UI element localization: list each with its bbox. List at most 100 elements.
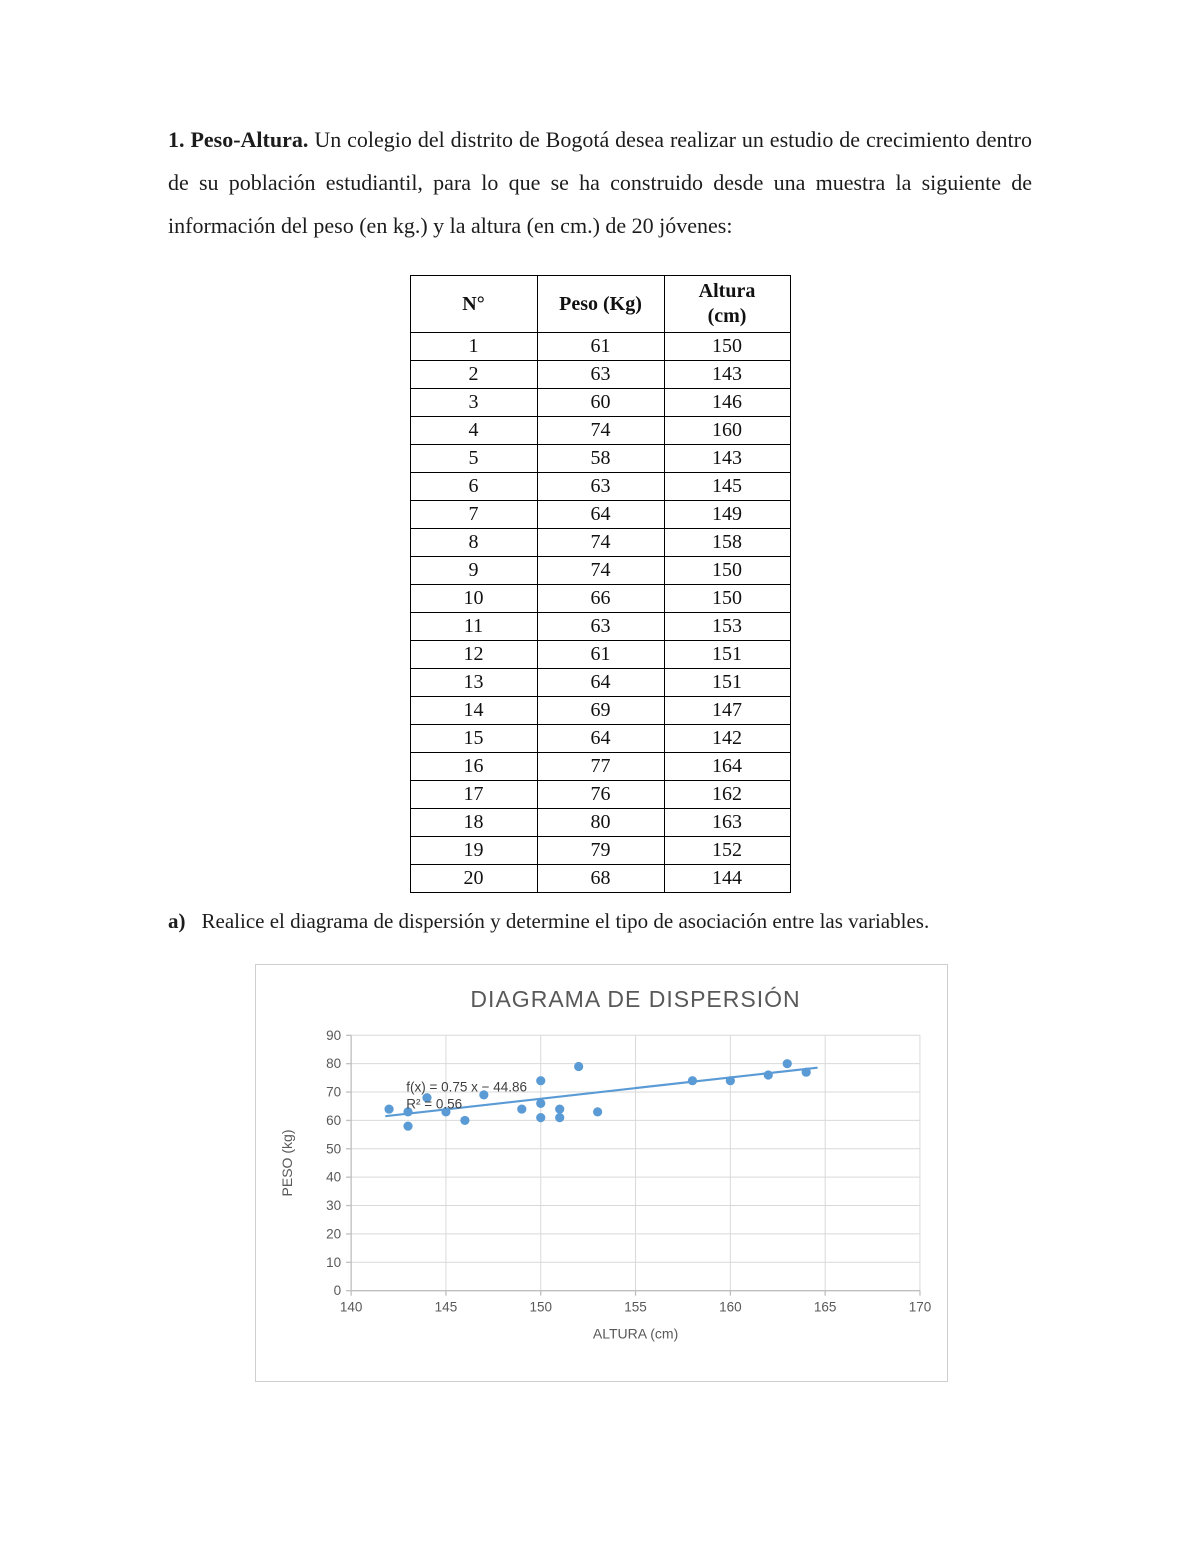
table-cell: 61 (536, 332, 665, 361)
table-cell: 68 (536, 864, 665, 893)
item-a: a) Realice el diagrama de dispersión y de… (168, 909, 1032, 934)
data-table: N° Peso (Kg) Altura (cm) 1 61 150 2 63 143 3 60… (409, 275, 791, 893)
table-row: 10 66 150 (409, 584, 791, 613)
intro-paragraph: 1. Peso-Altura. Un colegio del distrito … (168, 118, 1032, 247)
table-cell: 8 (409, 528, 538, 557)
table-cell: 79 (536, 836, 665, 865)
table-cell: 11 (409, 612, 538, 641)
data-point (782, 1059, 792, 1069)
table-row: 16 77 164 (409, 752, 791, 781)
table-cell: 80 (536, 808, 665, 837)
y-tick-label: 0 (334, 1283, 342, 1298)
table-cell: 158 (663, 528, 791, 557)
table-row: 6 63 145 (409, 472, 791, 501)
table-row: 2 63 143 (409, 360, 791, 389)
data-point (403, 1121, 413, 1131)
table-row: 15 64 142 (409, 724, 791, 753)
table-cell: 18 (409, 808, 538, 837)
data-point (725, 1076, 735, 1086)
table-cell: 143 (663, 444, 791, 473)
y-tick-label: 20 (326, 1226, 341, 1241)
data-point (536, 1112, 546, 1123)
table-cell: 143 (663, 360, 791, 389)
table-cell: 150 (663, 332, 791, 361)
col-header-altura: Altura (cm) (663, 275, 791, 333)
table-cell: 149 (663, 500, 791, 529)
table-cell: 61 (536, 640, 665, 669)
y-axis-title: PESO (kg) (279, 1129, 295, 1196)
table-cell: 69 (536, 696, 665, 725)
col-header-peso: Peso (Kg) (536, 275, 665, 333)
table-body: 1 61 150 2 63 143 3 60 146 4 74 160 5 58 143 6 63 145 7 64 1… (409, 332, 791, 893)
data-point (460, 1115, 470, 1126)
y-tick-label: 30 (326, 1198, 341, 1213)
table-cell: 150 (663, 584, 791, 613)
data-point (422, 1093, 432, 1103)
data-point (555, 1112, 565, 1123)
table-cell: 153 (663, 612, 791, 641)
table-row: 19 79 152 (409, 836, 791, 865)
item-a-text: Realice el diagrama de dispersión y dete… (201, 909, 930, 933)
data-point (555, 1104, 565, 1114)
table-cell: 64 (536, 668, 665, 697)
data-point (479, 1090, 489, 1100)
data-point (593, 1107, 603, 1117)
x-tick-label: 150 (529, 1300, 552, 1315)
trendline-r-squared: R² = 0.56 (406, 1096, 462, 1111)
table-cell: 77 (536, 752, 665, 781)
table-cell: 60 (536, 388, 665, 417)
data-point (536, 1076, 546, 1086)
table-cell: 7 (409, 500, 538, 529)
intro-heading: 1. Peso-Altura. (168, 127, 309, 152)
col-header-numero: N° (409, 275, 538, 333)
chart-frame: 140 145 150 155 160 165 170 0 10 20 30 40 50 60 70 80 90… (255, 964, 948, 1382)
y-tick-label: 60 (326, 1113, 341, 1128)
x-tick-label: 160 (719, 1300, 742, 1315)
table-cell: 63 (536, 360, 665, 389)
table-cell: 64 (536, 724, 665, 753)
data-point (441, 1107, 451, 1117)
table-row: 9 74 150 (409, 556, 791, 585)
x-tick-label: 155 (624, 1300, 647, 1315)
data-point (574, 1061, 584, 1072)
table-cell: 146 (663, 388, 791, 417)
table-cell: 147 (663, 696, 791, 725)
y-tick-label: 80 (326, 1056, 341, 1071)
table-cell: 150 (663, 556, 791, 585)
table-row: 7 64 149 (409, 500, 791, 529)
table-cell: 74 (536, 416, 665, 445)
x-axis-title: ALTURA (cm) (593, 1326, 678, 1342)
x-tick-label: 170 (909, 1300, 932, 1315)
table-cell: 13 (409, 668, 538, 697)
y-tick-label: 40 (326, 1170, 341, 1185)
y-tick-label: 50 (326, 1141, 341, 1156)
table-cell: 160 (663, 416, 791, 445)
x-tick-label: 165 (814, 1300, 837, 1315)
table-header-row: N° Peso (Kg) Altura (cm) (409, 275, 791, 333)
data-point (801, 1067, 811, 1077)
table-cell: 76 (536, 780, 665, 809)
table-row: 8 74 158 (409, 528, 791, 557)
table-cell: 151 (663, 668, 791, 697)
table-header: N° Peso (Kg) Altura (cm) (409, 275, 791, 333)
table-cell: 63 (536, 612, 665, 641)
table-cell: 19 (409, 836, 538, 865)
chart-title: DIAGRAMA DE DISPERSIÓN (470, 986, 800, 1012)
data-point (384, 1104, 394, 1114)
table-row: 20 68 144 (409, 864, 791, 893)
table-cell: 64 (536, 500, 665, 529)
table-row: 14 69 147 (409, 696, 791, 725)
data-point (517, 1104, 527, 1114)
item-a-label: a) (168, 909, 186, 933)
table-cell: 1 (409, 332, 538, 361)
table-cell: 17 (409, 780, 538, 809)
table-cell: 74 (536, 556, 665, 585)
table-cell: 2 (409, 360, 538, 389)
table-cell: 142 (663, 724, 791, 753)
table-cell: 10 (409, 584, 538, 613)
x-tick-label: 140 (340, 1300, 363, 1315)
x-tick-label: 145 (435, 1300, 458, 1315)
table-cell: 14 (409, 696, 538, 725)
intro-text: Un colegio del distrito de Bogotá desea … (168, 127, 1032, 238)
